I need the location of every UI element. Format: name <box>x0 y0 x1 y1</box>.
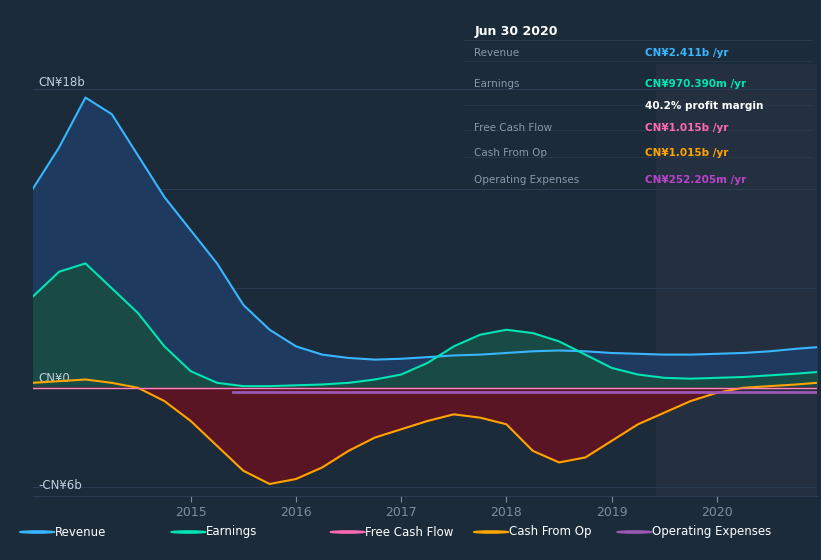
Text: Revenue: Revenue <box>475 48 520 58</box>
Circle shape <box>171 531 206 533</box>
Text: Jun 30 2020: Jun 30 2020 <box>475 25 557 38</box>
Text: Earnings: Earnings <box>475 79 520 89</box>
Text: CN¥1.015b /yr: CN¥1.015b /yr <box>645 148 729 158</box>
Text: Free Cash Flow: Free Cash Flow <box>475 123 553 133</box>
Circle shape <box>330 531 365 533</box>
Text: Operating Expenses: Operating Expenses <box>475 175 580 185</box>
Text: CN¥970.390m /yr: CN¥970.390m /yr <box>645 79 746 89</box>
Bar <box>656 64 817 496</box>
Text: Revenue: Revenue <box>55 525 106 539</box>
Text: -CN¥6b: -CN¥6b <box>38 479 82 492</box>
Text: CN¥252.205m /yr: CN¥252.205m /yr <box>645 175 746 185</box>
Text: CN¥1.015b /yr: CN¥1.015b /yr <box>645 123 729 133</box>
Text: Earnings: Earnings <box>206 525 257 539</box>
Text: Free Cash Flow: Free Cash Flow <box>365 525 454 539</box>
Text: CN¥0: CN¥0 <box>38 372 70 385</box>
Text: Operating Expenses: Operating Expenses <box>652 525 771 539</box>
Circle shape <box>617 531 652 533</box>
Circle shape <box>20 531 55 533</box>
Circle shape <box>474 531 508 533</box>
Text: CN¥2.411b /yr: CN¥2.411b /yr <box>645 48 729 58</box>
Text: Cash From Op: Cash From Op <box>508 525 591 539</box>
Text: 40.2% profit margin: 40.2% profit margin <box>645 101 764 111</box>
Text: Cash From Op: Cash From Op <box>475 148 548 158</box>
Text: CN¥18b: CN¥18b <box>38 76 85 89</box>
